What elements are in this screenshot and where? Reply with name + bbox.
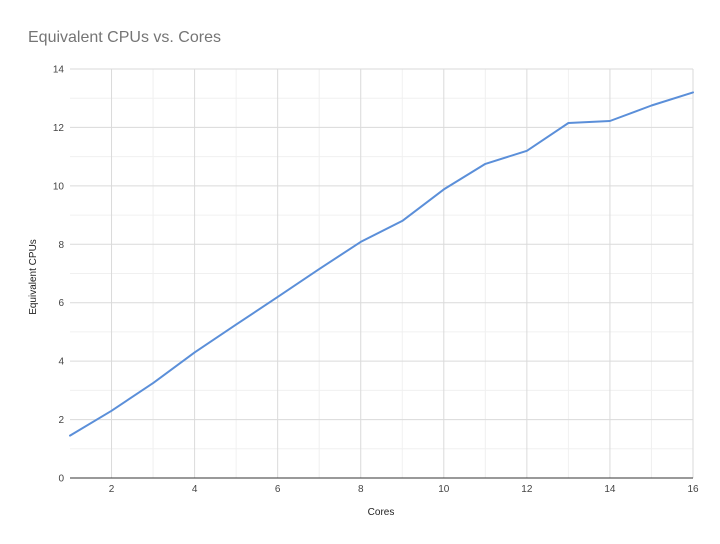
x-tick-label: 6 (275, 484, 281, 495)
data-point (68, 434, 72, 438)
x-tick-label: 2 (109, 484, 115, 495)
tick-labels: 0 2 4 6 8 10 12 14 2 4 6 8 10 12 14 16 (53, 65, 699, 496)
y-axis-label: Equivalent CPUs (28, 239, 39, 315)
data-point (566, 121, 570, 125)
y-tick-label: 8 (58, 240, 64, 251)
y-tick-label: 6 (58, 298, 64, 309)
data-point (151, 381, 155, 385)
y-tick-label: 14 (53, 65, 65, 76)
y-tick-label: 12 (53, 123, 65, 134)
data-point (525, 149, 529, 153)
data-point (317, 267, 321, 271)
x-tick-label: 10 (438, 484, 450, 495)
x-tick-label: 14 (604, 484, 616, 495)
series-layer (68, 90, 695, 438)
y-tick-label: 0 (58, 474, 64, 485)
data-point (234, 323, 238, 327)
x-tick-label: 16 (687, 484, 699, 495)
data-point (400, 219, 404, 223)
data-point (193, 350, 197, 354)
data-point (110, 409, 114, 413)
x-tick-label: 12 (521, 484, 533, 495)
chart-title: Equivalent CPUs vs. Cores (28, 29, 221, 46)
data-point (359, 240, 363, 244)
y-tick-label: 4 (58, 357, 64, 368)
data-point (276, 295, 280, 299)
grid (70, 68, 694, 479)
data-point (442, 187, 446, 191)
y-tick-label: 10 (53, 181, 65, 192)
data-point (691, 90, 695, 94)
data-point (649, 104, 653, 108)
data-point (483, 162, 487, 166)
x-tick-label: 4 (192, 484, 198, 495)
x-axis-label: Cores (368, 507, 395, 518)
y-tick-label: 2 (58, 415, 64, 426)
series-line (69, 91, 694, 437)
data-point (608, 119, 612, 123)
x-tick-label: 8 (358, 484, 364, 495)
